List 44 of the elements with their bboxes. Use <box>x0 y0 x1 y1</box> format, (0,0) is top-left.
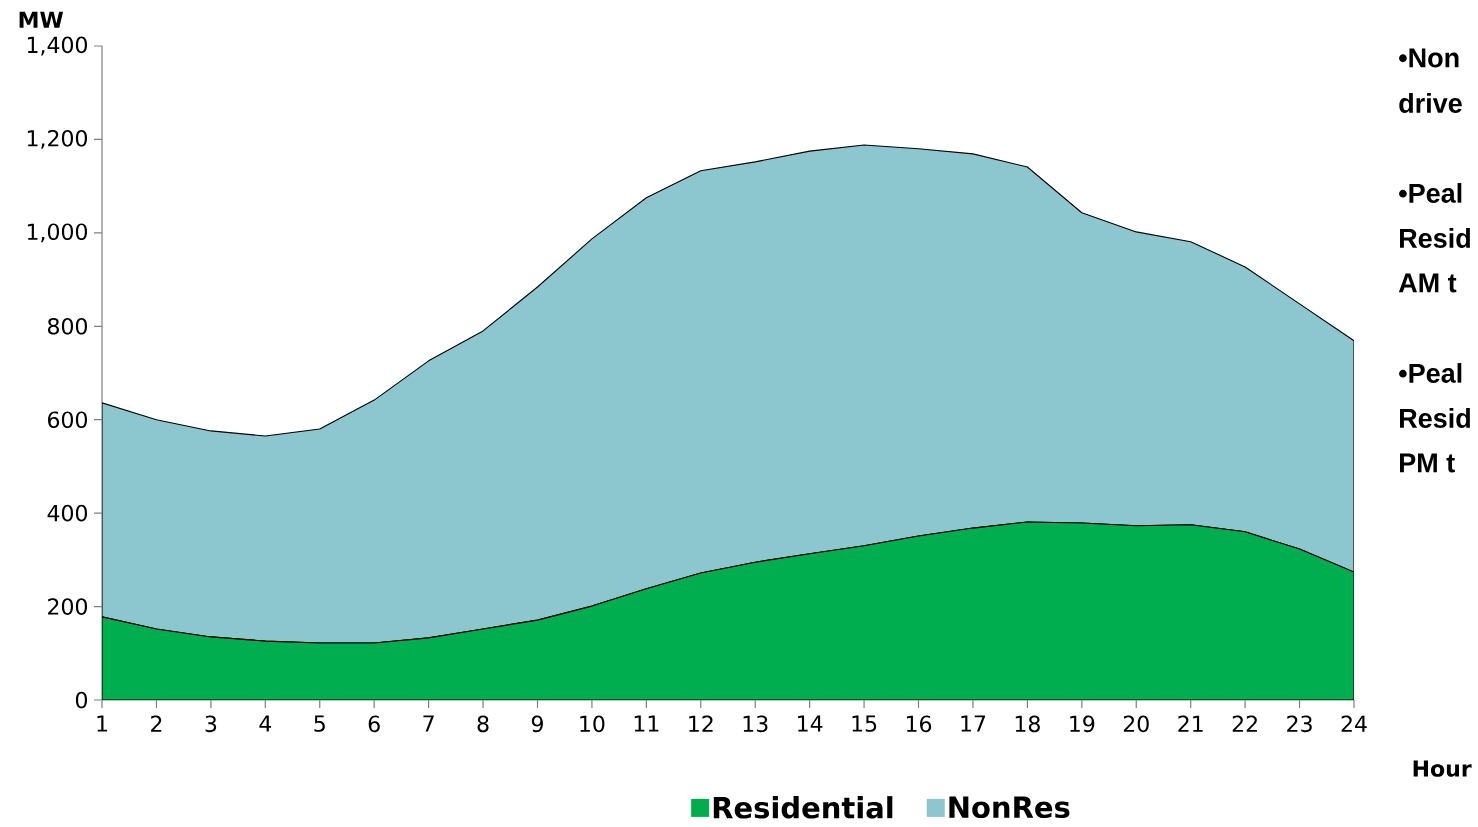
x-tick-label: 2 <box>151 715 162 732</box>
y-tick-label: 400 <box>47 504 87 522</box>
x-tick-label: 8 <box>477 715 489 733</box>
y-tick-label: 800 <box>47 317 87 335</box>
text: AM t <box>1398 273 1457 293</box>
y-tick-label: 1,200 <box>27 129 87 149</box>
y-tick-label: 0 <box>75 691 88 709</box>
x-tick-label: 18 <box>1015 715 1040 733</box>
y-axis-title: MW <box>19 11 64 28</box>
x-tick-label: 1 <box>97 715 107 732</box>
x-tick-label: 7 <box>423 715 434 732</box>
x-tick-label: 19 <box>1070 715 1095 733</box>
text: Resid <box>1400 408 1470 428</box>
x-tick-label: 6 <box>368 715 380 733</box>
x-tick-label: 9 <box>531 715 543 733</box>
text: •Peal <box>1399 183 1462 203</box>
text: •Peal <box>1399 363 1462 383</box>
x-tick-label: 16 <box>906 715 932 733</box>
x-tick-label: 22 <box>1232 715 1257 732</box>
x-tick-label: 23 <box>1287 715 1312 733</box>
x-tick-label: 20 <box>1123 715 1149 733</box>
x-tick-label: 12 <box>689 715 713 732</box>
x-tick-label: 24 <box>1341 715 1367 732</box>
text: drive <box>1399 93 1462 113</box>
x-tick-label: 10 <box>580 715 605 733</box>
x-tick-label: 4 <box>259 715 272 732</box>
x-tick-label: 17 <box>961 715 986 732</box>
x-tick-label: 21 <box>1178 715 1203 732</box>
x-tick-label: 13 <box>743 715 768 733</box>
y-tick-label: 200 <box>48 598 87 615</box>
x-tick-label: 3 <box>205 715 217 733</box>
text: PM t <box>1400 453 1455 473</box>
y-tick-label: 1,400 <box>27 36 87 56</box>
x-tick-label: 5 <box>314 715 325 732</box>
y-tick-label: 1,000 <box>27 223 87 243</box>
legend-label: NonRes <box>949 796 1070 819</box>
x-axis-title: Hour <box>1413 760 1472 777</box>
text: •Non <box>1399 48 1459 68</box>
x-tick-label: 15 <box>852 715 877 732</box>
legend-label: Residential <box>713 796 893 819</box>
text: Resid <box>1400 228 1470 248</box>
y-tick-label: 600 <box>48 411 87 429</box>
x-tick-label: 11 <box>634 715 659 732</box>
x-tick-label: 14 <box>798 715 823 732</box>
